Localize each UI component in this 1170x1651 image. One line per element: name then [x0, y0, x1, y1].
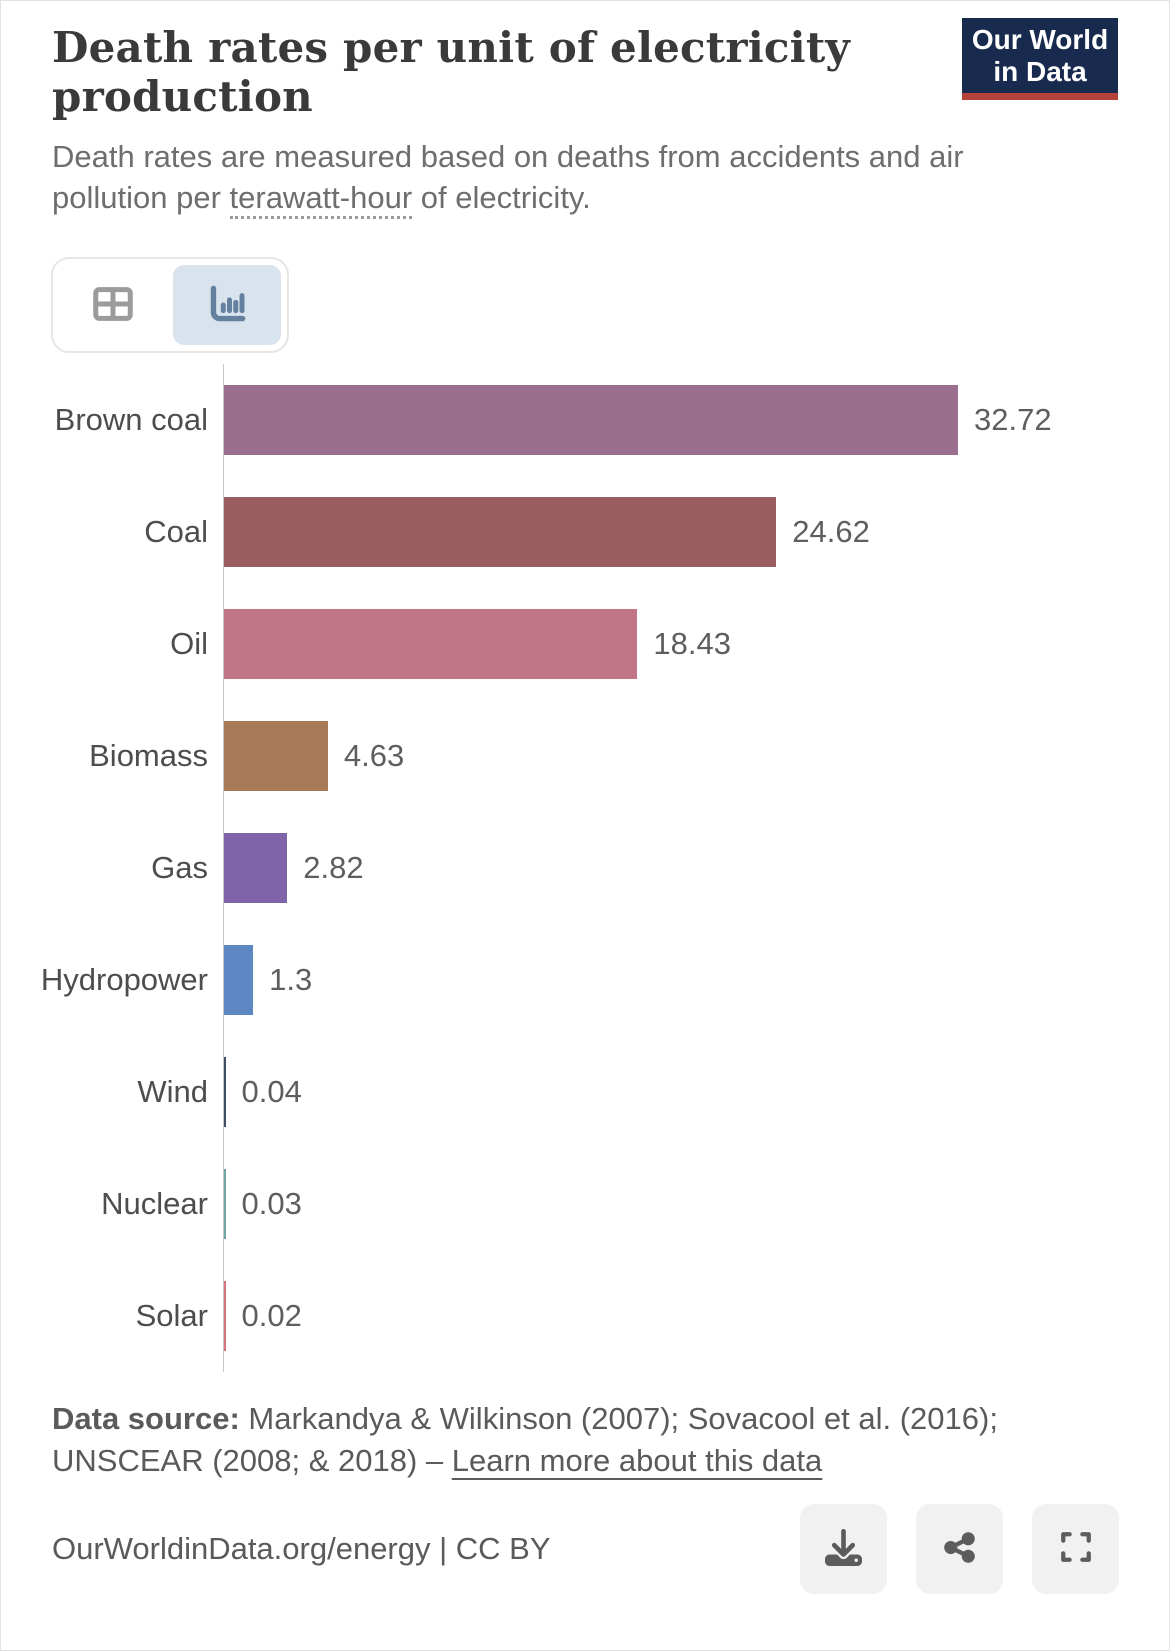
bar-coal[interactable] [224, 497, 777, 568]
bar-solar[interactable] [224, 1281, 226, 1352]
category-label-nuclear: Nuclear [101, 1186, 208, 1222]
bar-track-hydropower: 1.3 [223, 924, 1169, 1037]
value-label-hydropower: 1.3 [269, 962, 313, 998]
chart-footer: Data source: Markandya & Wilkinson (2007… [1, 1372, 1169, 1594]
subtitle-text-2: pollution per [52, 180, 230, 216]
share-icon [942, 1530, 977, 1568]
bar-gas[interactable] [224, 833, 288, 904]
bar-track-brown-coal: 32.72 [223, 364, 1169, 477]
chart-row-wind: Wind 0.04 [1, 1036, 1169, 1149]
data-source-text: Markandya & Wilkinson (2007); Sovacool e… [52, 1401, 998, 1478]
value-label-oil: 18.43 [653, 626, 731, 662]
chart-row-coal: Coal 24.62 [1, 476, 1169, 589]
value-label-coal: 24.62 [792, 514, 870, 550]
bar-oil[interactable] [224, 609, 638, 680]
category-label-gas: Gas [151, 850, 208, 886]
chart-row-oil: Oil 18.43 [1, 588, 1169, 701]
subtitle-text-3: of electricity. [412, 180, 591, 216]
chart-row-solar: Solar 0.02 [1, 1260, 1169, 1373]
category-label-oil: Oil [170, 626, 208, 662]
learn-more-link[interactable]: Learn more about this data [451, 1442, 823, 1478]
bar-track-gas: 2.82 [223, 812, 1169, 925]
category-label-coal: Coal [144, 514, 208, 550]
share-button[interactable] [916, 1503, 1003, 1594]
chart-view-button[interactable] [173, 265, 281, 346]
action-buttons [800, 1503, 1119, 1594]
chart-row-gas: Gas 2.82 [1, 812, 1169, 925]
fullscreen-button[interactable] [1032, 1503, 1119, 1594]
owid-logo-line2: in Data [993, 55, 1087, 87]
data-source-label: Data source: [52, 1401, 240, 1437]
data-source: Data source: Markandya & Wilkinson (2007… [52, 1398, 1052, 1482]
owid-logo[interactable]: Our World in Data [962, 18, 1118, 100]
subtitle-text-1: Death rates are measured based on deaths… [52, 139, 964, 175]
view-toggle [51, 257, 289, 354]
bar-brown-coal[interactable] [224, 385, 958, 456]
value-label-biomass: 4.63 [343, 738, 405, 774]
bar-hydropower[interactable] [224, 945, 254, 1016]
value-label-gas: 2.82 [303, 850, 364, 886]
table-view-button[interactable] [59, 265, 167, 345]
category-label-wind: Wind [137, 1074, 208, 1110]
value-label-solar: 0.02 [241, 1298, 302, 1334]
bar-biomass[interactable] [224, 721, 328, 792]
value-label-wind: 0.04 [241, 1074, 302, 1110]
bar-track-nuclear: 0.03 [223, 1148, 1169, 1261]
bar-track-oil: 18.43 [223, 588, 1169, 701]
bar-track-biomass: 4.63 [223, 700, 1169, 813]
fullscreen-icon [1059, 1530, 1093, 1567]
value-label-nuclear: 0.03 [241, 1186, 302, 1222]
chart-header: Death rates per unit of electricity prod… [1, 1, 1169, 220]
chart-row-biomass: Biomass 4.63 [1, 700, 1169, 813]
category-label-brown-coal: Brown coal [54, 402, 208, 438]
download-button[interactable] [800, 1503, 887, 1594]
bar-chart: Brown coal 32.72 Coal 24.62 Oil 18.43 Biomass 4… [1, 364, 1169, 1373]
category-label-biomass: Biomass [89, 738, 208, 774]
chart-row-hydropower: Hydropower 1.3 [1, 924, 1169, 1037]
chart-row-nuclear: Nuclear 0.03 [1, 1148, 1169, 1261]
page-title: Death rates per unit of electricity prod… [52, 23, 851, 122]
bar-wind[interactable] [224, 1057, 226, 1128]
value-label-brown-coal: 32.72 [974, 402, 1052, 438]
bar-track-coal: 24.62 [223, 476, 1169, 589]
footer-bottom-row: OurWorldinData.org/energy | CC BY [52, 1503, 1119, 1594]
attribution-text: OurWorldinData.org/energy | CC BY [52, 1530, 551, 1566]
owid-logo-line1: Our World [971, 23, 1109, 55]
chart-row-brown-coal: Brown coal 32.72 [1, 364, 1169, 477]
bar-track-wind: 0.04 [223, 1036, 1169, 1149]
download-icon [825, 1528, 862, 1569]
chart-subtitle: Death rates are measured based on deaths… [52, 137, 1072, 220]
category-label-hydropower: Hydropower [40, 962, 208, 998]
bar-nuclear[interactable] [224, 1169, 226, 1240]
table-icon [90, 281, 136, 330]
bar-track-solar: 0.02 [223, 1260, 1169, 1373]
bar-chart-icon [202, 279, 252, 332]
category-label-solar: Solar [135, 1298, 208, 1334]
terawatt-hour-term[interactable]: terawatt-hour [229, 180, 413, 220]
